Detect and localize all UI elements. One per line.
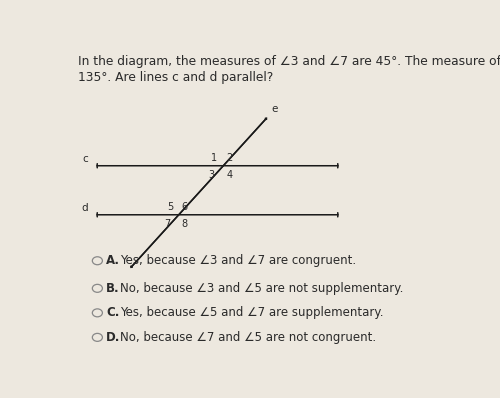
Text: 4: 4	[226, 170, 232, 179]
Text: e: e	[272, 104, 278, 115]
Text: 6: 6	[182, 202, 188, 212]
Text: c: c	[82, 154, 87, 164]
Text: No, because ∠3 and ∠5 are not supplementary.: No, because ∠3 and ∠5 are not supplement…	[120, 282, 403, 295]
Text: d: d	[81, 203, 87, 213]
Text: 1: 1	[212, 153, 218, 163]
Text: 3: 3	[208, 170, 214, 179]
Text: 135°. Are lines c and d parallel?: 135°. Are lines c and d parallel?	[78, 71, 273, 84]
Text: Yes, because ∠5 and ∠7 are supplementary.: Yes, because ∠5 and ∠7 are supplementary…	[120, 306, 384, 319]
Text: Yes, because ∠3 and ∠7 are congruent.: Yes, because ∠3 and ∠7 are congruent.	[120, 254, 356, 267]
Text: 7: 7	[164, 219, 170, 228]
Text: 2: 2	[226, 153, 232, 163]
Text: No, because ∠7 and ∠5 are not congruent.: No, because ∠7 and ∠5 are not congruent.	[120, 331, 376, 344]
Text: In the diagram, the measures of ∠3 and ∠7 are 45°. The measure of ∠5 is: In the diagram, the measures of ∠3 and ∠…	[78, 55, 500, 68]
Text: B.: B.	[106, 282, 120, 295]
Text: 8: 8	[182, 219, 188, 228]
Text: A.: A.	[106, 254, 120, 267]
Text: D.: D.	[106, 331, 120, 344]
Text: C.: C.	[106, 306, 120, 319]
Text: 5: 5	[166, 202, 173, 212]
